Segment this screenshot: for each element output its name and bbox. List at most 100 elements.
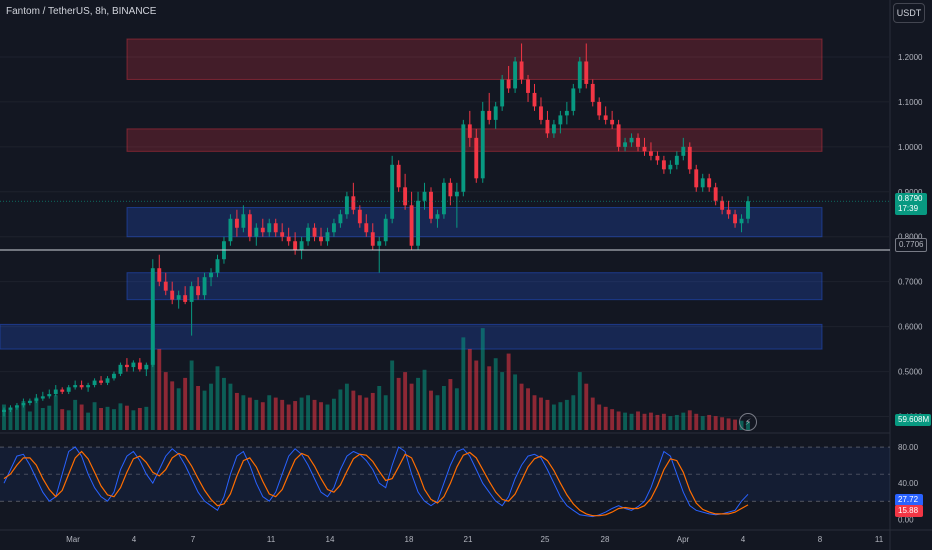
volume-bar [228, 383, 233, 430]
countdown-value: 17:39 [898, 204, 919, 213]
time-tick-label: 7 [191, 535, 196, 544]
candle-body [467, 124, 472, 138]
volume-bar [273, 397, 278, 430]
volume-bar [131, 410, 136, 430]
volume-bar [241, 395, 246, 430]
candle-body [280, 232, 285, 237]
volume-bar [293, 401, 298, 430]
volume-bar [545, 399, 550, 430]
candle-body [539, 106, 543, 120]
volume-bar [474, 360, 479, 430]
time-tick-label: 11 [267, 535, 276, 544]
volume-bar [694, 413, 699, 430]
candle-body [267, 223, 272, 233]
volume-bar [215, 366, 220, 430]
volume-bar [454, 388, 459, 430]
candle-body [73, 385, 78, 388]
volume-bar [21, 401, 26, 430]
volume-bar [558, 402, 563, 430]
candle-body [422, 191, 427, 201]
time-tick-label: 4 [132, 535, 137, 544]
volume-bar [105, 406, 110, 430]
candle-body [254, 227, 259, 237]
candle-body [86, 385, 91, 388]
volume-bar [176, 388, 181, 430]
candle-body [487, 110, 492, 120]
candle-body [66, 387, 71, 392]
candle-body [707, 178, 712, 188]
volume-bar [707, 414, 712, 430]
volume-bar [99, 408, 103, 430]
volume-bar [506, 353, 511, 430]
volume-bar [163, 372, 168, 430]
candle-body [377, 241, 382, 246]
candle-body [260, 227, 265, 233]
candle-body [390, 164, 395, 219]
volume-bar [409, 383, 414, 430]
candle-body [545, 119, 550, 134]
volume-bar [332, 398, 336, 430]
price-tick-label: 0.5000 [898, 368, 923, 377]
candle-body [513, 61, 518, 89]
currency-button[interactable]: USDT [893, 3, 925, 23]
last-price-tag: 0.8790 17:39 [895, 193, 927, 215]
volume-bar [500, 372, 505, 430]
volume-bar [325, 404, 330, 430]
volume-bar [448, 379, 453, 430]
volume-bar [196, 386, 201, 430]
candle-body [558, 115, 563, 125]
volume-bar [364, 397, 369, 430]
volume-bar [629, 413, 634, 430]
candle-body [124, 364, 129, 368]
volume-bar [34, 397, 39, 430]
time-tick-label: 25 [541, 535, 550, 544]
candle-body [112, 373, 116, 379]
volume-bar [286, 404, 291, 430]
volume-bar [319, 402, 323, 430]
volume-bar [280, 399, 285, 430]
candle-body [713, 187, 718, 201]
candle-body [687, 146, 692, 170]
candle-body [493, 106, 498, 120]
candle-body [357, 209, 362, 224]
candle-body [137, 362, 142, 370]
volume-bar [209, 383, 213, 430]
candle-body [429, 191, 433, 219]
candle-body [325, 232, 330, 242]
candle-body [364, 223, 369, 233]
volume-bar [539, 397, 543, 430]
volume-bar [306, 395, 311, 430]
lightning-icon[interactable]: ⚡ [739, 413, 757, 431]
volume-bar [674, 414, 679, 430]
volume-bar [700, 416, 705, 430]
volume-bar [396, 377, 401, 430]
volume-bar [222, 377, 226, 430]
candle-body [674, 155, 679, 165]
volume-bar [183, 377, 188, 430]
candle-body [661, 160, 666, 170]
volume-bar [681, 412, 686, 430]
candle-body [163, 281, 168, 291]
volume-bar [636, 411, 640, 430]
volume-bar [649, 412, 653, 430]
time-tick-label: 21 [464, 535, 473, 544]
volume-bar [144, 406, 149, 430]
candle-body [312, 227, 317, 237]
candle-body [597, 101, 602, 116]
volume-bar [584, 383, 589, 430]
candle-body [344, 196, 349, 215]
volume-bar [73, 399, 78, 430]
candle-body [53, 389, 58, 395]
volume-bar [390, 360, 395, 430]
candle-body [60, 389, 65, 392]
volume-bar [726, 418, 731, 430]
demand-zone [0, 323, 823, 350]
candle-body [319, 236, 323, 242]
candle-body [8, 407, 13, 410]
candle-body [726, 209, 731, 215]
candle-body [40, 396, 45, 399]
candle-body [616, 124, 621, 147]
volume-bar [441, 386, 446, 430]
